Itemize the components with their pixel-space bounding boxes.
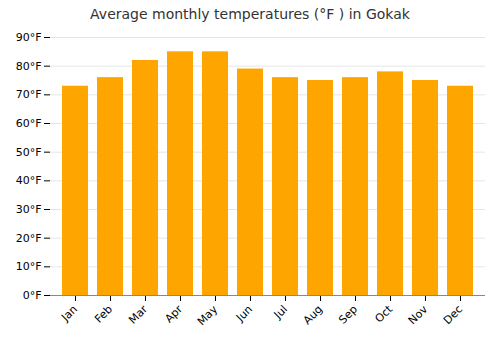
svg-text:30°F: 30°F — [16, 203, 42, 216]
svg-text:20°F: 20°F — [16, 232, 42, 245]
svg-text:60°F: 60°F — [16, 117, 42, 130]
svg-text:90°F: 90°F — [16, 31, 42, 44]
svg-text:Jul: Jul — [271, 303, 290, 322]
svg-text:Jan: Jan — [58, 303, 80, 325]
svg-text:Apr: Apr — [162, 302, 185, 325]
svg-text:40°F: 40°F — [16, 174, 42, 187]
svg-text:Sep: Sep — [336, 303, 360, 327]
svg-text:10°F: 10°F — [16, 260, 42, 273]
svg-text:Mar: Mar — [126, 302, 150, 326]
svg-text:Feb: Feb — [92, 303, 115, 326]
svg-text:Nov: Nov — [406, 302, 431, 327]
svg-text:Jun: Jun — [233, 303, 255, 325]
svg-text:Dec: Dec — [441, 303, 465, 327]
svg-text:50°F: 50°F — [16, 146, 42, 159]
svg-text:May: May — [195, 302, 221, 328]
html-text:Average monthly temperatures (: Average monthly temperatures (°F ) in Go… — [90, 6, 410, 22]
svg-text:0°F: 0°F — [23, 289, 42, 302]
svg-text:Aug: Aug — [301, 303, 325, 327]
svg-text:80°F: 80°F — [16, 60, 42, 73]
svg-text:Oct: Oct — [372, 302, 395, 325]
svg-text:70°F: 70°F — [16, 88, 42, 101]
